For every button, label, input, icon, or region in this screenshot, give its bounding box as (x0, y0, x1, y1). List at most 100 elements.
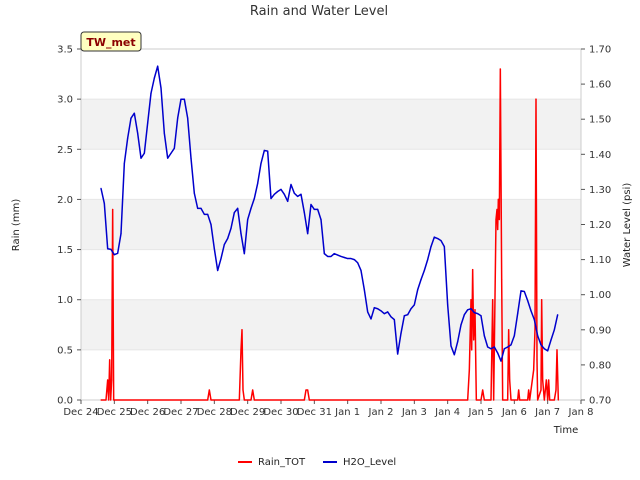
x-tick-label: Jan 7 (534, 407, 560, 418)
data-point-h2o-level (197, 207, 199, 209)
background-band (81, 199, 581, 250)
data-point-h2o-level (483, 335, 485, 337)
data-point-h2o-level (423, 269, 425, 272)
data-point-h2o-level (533, 319, 535, 321)
data-point-h2o-level (177, 117, 179, 119)
data-point-h2o-level (270, 197, 272, 200)
data-point-rain-tot (480, 399, 482, 401)
data-point-h2o-level (103, 202, 105, 205)
y-right-tick-label: 1.70 (589, 45, 611, 56)
data-point-h2o-level (113, 254, 115, 256)
data-point-rain-tot (537, 399, 539, 401)
data-point-rain-tot (208, 389, 210, 391)
data-point-rain-tot (470, 299, 472, 301)
data-point-h2o-level (553, 329, 555, 331)
data-point-h2o-level (447, 304, 449, 306)
data-point-h2o-level (140, 157, 142, 159)
y-left-tick-label: 2.0 (57, 195, 73, 206)
data-point-h2o-level (247, 218, 249, 221)
data-point-h2o-level (257, 182, 259, 185)
data-point-rain-tot (243, 399, 245, 401)
data-point-rain-tot (553, 399, 555, 401)
y-left-tick-label: 1.5 (57, 245, 73, 256)
legend-label-rain: Rain_TOT (258, 457, 306, 468)
data-point-rain-tot (111, 379, 113, 381)
x-tick-label: Jan 6 (501, 407, 527, 418)
data-point-rain-tot (307, 389, 309, 391)
data-point-h2o-level (397, 353, 399, 355)
data-point-rain-tot (468, 369, 470, 371)
data-point-h2o-level (217, 269, 219, 272)
data-point-rain-tot (544, 389, 546, 391)
data-point-h2o-level (470, 308, 472, 310)
data-point-h2o-level (237, 207, 239, 209)
data-point-h2o-level (253, 197, 255, 200)
data-point-h2o-level (167, 157, 169, 159)
data-point-h2o-level (500, 360, 502, 362)
series-line-h2o-level (100, 65, 559, 362)
data-point-h2o-level (420, 279, 422, 281)
data-point-h2o-level (410, 308, 412, 310)
data-point-h2o-level (160, 87, 162, 89)
data-point-h2o-level (530, 310, 532, 312)
data-point-rain-tot (534, 329, 536, 331)
data-point-h2o-level (507, 346, 509, 348)
data-point-rain-tot (305, 389, 307, 391)
data-point-h2o-level (473, 312, 475, 314)
data-point-rain-tot (472, 269, 474, 271)
data-point-rain-tot (541, 299, 543, 301)
x-tick-label: Jan 2 (368, 407, 394, 418)
data-point-rain-tot (536, 359, 538, 361)
data-point-rain-tot (507, 399, 509, 401)
data-point-rain-tot (495, 218, 497, 221)
y-right-tick-label: 1.50 (589, 115, 611, 126)
data-point-h2o-level (383, 313, 385, 315)
data-point-rain-tot (545, 379, 547, 381)
data-point-h2o-level (463, 314, 465, 316)
data-point-h2o-level (227, 237, 229, 240)
data-point-h2o-level (440, 240, 442, 242)
data-point-h2o-level (547, 350, 549, 352)
y-right-tick-label: 1.00 (589, 290, 611, 301)
data-point-rain-tot (105, 399, 107, 401)
x-tick-label: Dec 29 (230, 407, 265, 418)
data-point-h2o-level (117, 252, 119, 254)
data-point-h2o-level (357, 262, 359, 264)
data-point-h2o-level (157, 65, 159, 67)
station-label: TW_met (86, 36, 135, 49)
data-point-rain-tot (497, 228, 499, 231)
data-point-rain-tot (238, 399, 240, 401)
data-point-h2o-level (250, 207, 252, 209)
data-point-h2o-level (147, 122, 149, 124)
data-point-h2o-level (170, 152, 172, 154)
data-point-rain-tot (548, 379, 550, 381)
y-left-tick-label: 2.5 (57, 145, 73, 156)
x-tick-label: Jan 5 (468, 407, 494, 418)
data-point-rain-tot (557, 399, 559, 401)
data-point-rain-tot (467, 399, 469, 401)
data-point-h2o-level (377, 308, 379, 310)
data-point-rain-tot (242, 389, 244, 391)
data-point-h2o-level (503, 348, 505, 350)
data-point-h2o-level (457, 341, 459, 343)
background-band (81, 299, 581, 350)
data-point-h2o-level (523, 290, 525, 293)
x-tick-label: Jan 3 (401, 407, 427, 418)
data-point-h2o-level (243, 253, 245, 255)
data-point-rain-tot (303, 399, 305, 401)
data-point-h2o-level (183, 98, 185, 100)
data-point-rain-tot (501, 279, 503, 281)
data-point-h2o-level (150, 92, 152, 94)
data-point-h2o-level (180, 98, 182, 100)
data-point-rain-tot (250, 399, 252, 401)
y-right-axis-title: Water Level (psi) (622, 183, 633, 268)
station-label-background (80, 31, 142, 52)
data-point-h2o-level (317, 208, 319, 211)
x-tick-label: Dec 30 (263, 407, 298, 418)
data-point-h2o-level (127, 137, 129, 139)
data-point-h2o-level (550, 339, 552, 341)
data-point-h2o-level (557, 314, 559, 316)
x-tick-label: Dec 31 (297, 407, 332, 418)
data-point-rain-tot (542, 379, 544, 381)
